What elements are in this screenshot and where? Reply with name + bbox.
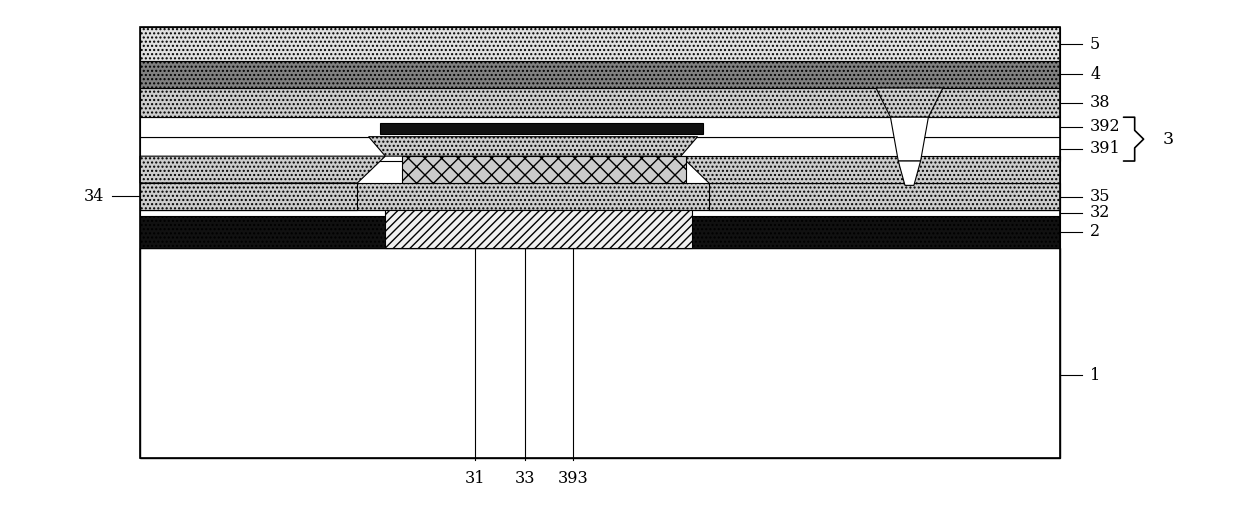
Bar (140, 27, 1059, 458)
Polygon shape (368, 137, 698, 156)
Bar (401, 156, 686, 183)
Text: 32: 32 (1090, 204, 1110, 221)
Text: 393: 393 (558, 470, 589, 487)
Bar (140, 88, 1059, 117)
Polygon shape (876, 88, 943, 117)
Text: 1: 1 (1090, 367, 1100, 384)
Bar (140, 117, 1059, 137)
Text: 4: 4 (1090, 66, 1100, 83)
Text: 31: 31 (465, 470, 484, 487)
Text: 5: 5 (1090, 35, 1100, 53)
Bar (379, 123, 703, 134)
Text: 3: 3 (1162, 131, 1173, 148)
Text: 34: 34 (84, 188, 104, 204)
Text: 38: 38 (1090, 94, 1110, 111)
Bar (140, 183, 1059, 210)
Bar (385, 210, 691, 247)
Polygon shape (140, 156, 385, 183)
Bar (140, 27, 1059, 61)
Text: 392: 392 (1090, 119, 1121, 135)
Bar (140, 210, 1059, 215)
Text: 33: 33 (514, 470, 535, 487)
Bar (140, 61, 1059, 88)
Polygon shape (709, 183, 1059, 210)
Bar (140, 137, 1059, 161)
Text: 2: 2 (1090, 223, 1100, 240)
Polygon shape (898, 161, 921, 186)
Polygon shape (891, 117, 928, 161)
Polygon shape (680, 156, 1059, 183)
Bar (140, 215, 1059, 247)
Text: 391: 391 (1090, 140, 1121, 157)
Text: 35: 35 (1090, 188, 1110, 205)
Polygon shape (140, 183, 357, 210)
Bar (140, 247, 1059, 458)
